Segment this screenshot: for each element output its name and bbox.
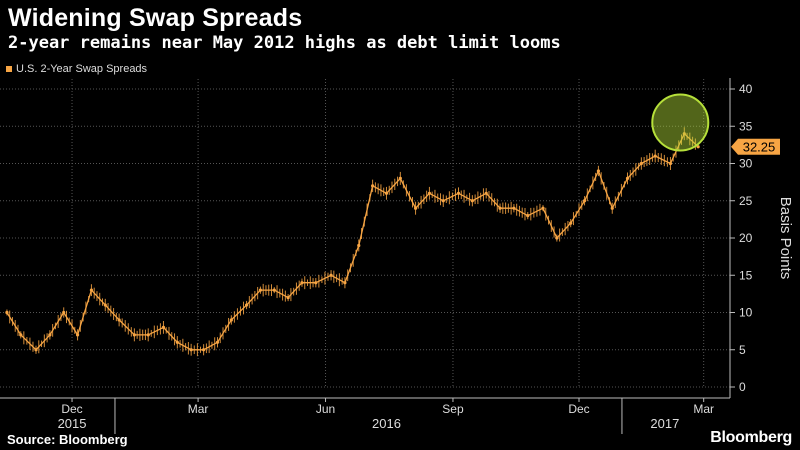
data-point: [329, 273, 333, 277]
data-point: [75, 333, 80, 337]
data-point: [371, 184, 375, 188]
data-point: [244, 303, 249, 307]
data-point: [682, 132, 686, 136]
data-point: [202, 348, 206, 352]
source-note: Source: Bloomberg: [7, 432, 128, 447]
y-tick-label: 15: [739, 268, 753, 282]
data-point: [62, 310, 66, 315]
x-tick-label: Mar: [188, 402, 209, 416]
data-point: [89, 288, 94, 292]
y-tick-label: 5: [739, 343, 746, 357]
data-point: [526, 214, 530, 218]
data-point: [161, 325, 166, 329]
x-tick-label: Mar: [693, 402, 714, 416]
x-tick-label: Dec: [61, 402, 82, 416]
x-year-label: 2016: [372, 416, 401, 431]
data-point: [19, 333, 23, 337]
data-point: [639, 161, 643, 166]
data-point: [653, 154, 657, 158]
data-point: [413, 206, 418, 210]
y-tick-label: 35: [739, 119, 753, 133]
data-point: [498, 206, 502, 210]
data-point: [48, 333, 52, 337]
data-point: [357, 243, 361, 248]
y-tick-label: 0: [739, 380, 746, 394]
x-year-label: 2017: [650, 416, 679, 431]
data-point: [668, 161, 673, 166]
x-tick-label: Jun: [316, 402, 335, 416]
data-point: [286, 296, 290, 300]
data-point: [132, 333, 136, 337]
data-point: [314, 281, 318, 285]
data-point: [456, 191, 461, 195]
series-bars: [5, 127, 700, 357]
data-point: [300, 281, 304, 285]
data-point: [470, 199, 474, 203]
y-tick-label: 40: [739, 82, 753, 96]
axes: 0 5 10 15 20 25 30 35 40 Dec Mar Jun Sep Dec Mar 2015 20…: [0, 78, 794, 434]
data-point: [555, 236, 559, 240]
callout-pointer: [731, 138, 738, 155]
data-point: [229, 318, 233, 322]
data-point: [484, 191, 488, 195]
data-point: [596, 169, 601, 173]
last-value-label: 32.25: [743, 140, 776, 155]
annotations: 32.25: [651, 93, 780, 155]
data-point: [175, 340, 179, 344]
data-point: [398, 176, 402, 180]
x-tick-label: Dec: [568, 402, 589, 416]
legend-label: U.S. 2-Year Swap Spreads: [16, 63, 148, 75]
data-point: [272, 288, 276, 292]
data-point: [5, 310, 9, 315]
legend: U.S. 2-Year Swap Spreads: [6, 63, 147, 75]
data-point: [215, 340, 220, 344]
data-point: [441, 199, 445, 203]
y-tick-label: 20: [739, 231, 753, 245]
data-point: [569, 221, 573, 225]
grid: [0, 79, 730, 388]
data-point: [541, 206, 545, 210]
data-point: [343, 281, 347, 285]
data-point: [582, 199, 587, 203]
data-point: [610, 206, 614, 210]
y-tick-label: 10: [739, 306, 753, 320]
x-tick-label: Sep: [442, 402, 464, 416]
y-tick-label: 30: [739, 157, 753, 171]
data-point: [117, 318, 121, 322]
chart-title: Widening Swap Spreads: [8, 4, 303, 32]
last-value-callout: 32.25: [731, 138, 780, 155]
data-point: [146, 333, 150, 337]
data-point: [258, 288, 263, 292]
data-point: [512, 206, 516, 210]
y-tick-label: 25: [739, 194, 753, 208]
series-line: [6, 132, 699, 351]
highlight-circle: [651, 93, 710, 152]
data-point: [384, 191, 389, 195]
y-axis-label: Basis Points: [777, 197, 794, 280]
brand-logo: Bloomberg: [710, 429, 792, 446]
x-year-label: 2015: [58, 416, 87, 431]
data-point: [189, 348, 193, 352]
legend-swatch: [6, 66, 12, 72]
chart-subtitle: 2-year remains near May 2012 highs as de…: [8, 33, 561, 53]
data-point: [427, 191, 432, 195]
data-point: [34, 348, 38, 352]
callout-box: [738, 138, 780, 155]
data-point: [625, 176, 630, 180]
data-point: [103, 303, 107, 307]
